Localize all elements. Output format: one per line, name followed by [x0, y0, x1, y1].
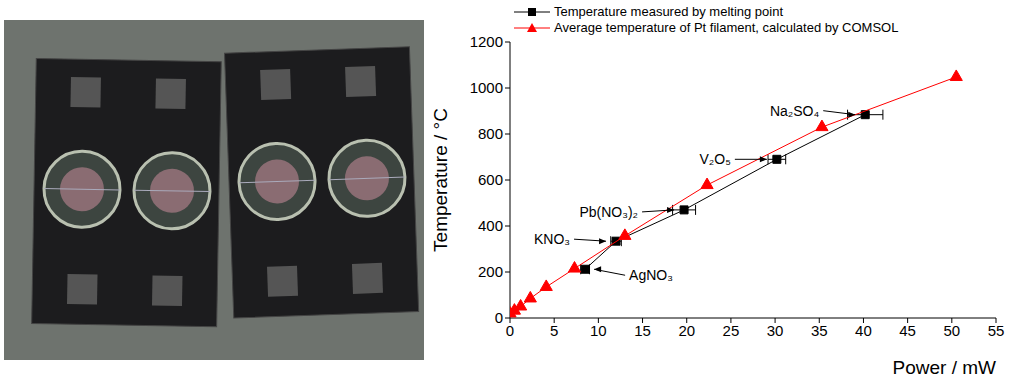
svg-text:AgNO₃: AgNO₃	[629, 267, 673, 283]
svg-text:45: 45	[899, 322, 916, 339]
svg-text:35: 35	[811, 322, 828, 339]
svg-text:15: 15	[634, 322, 651, 339]
svg-text:5: 5	[550, 322, 558, 339]
svg-text:20: 20	[678, 322, 695, 339]
svg-text:1000: 1000	[470, 79, 503, 96]
svg-text:0: 0	[495, 309, 503, 326]
svg-text:0: 0	[506, 322, 514, 339]
svg-text:Pb(NO₃)₂: Pb(NO₃)₂	[579, 204, 638, 220]
svg-text:Power / mW: Power / mW	[893, 357, 997, 378]
html-text:Temperature measured by meltin: Temperature measured by melting point	[554, 4, 784, 19]
html-text:Average temperature of Pt fila: Average temperature of Pt filament, calc…	[554, 20, 899, 35]
svg-text:KNO₃: KNO₃	[534, 231, 570, 247]
svg-text:200: 200	[478, 263, 503, 280]
svg-text:40: 40	[855, 322, 872, 339]
svg-text:55: 55	[988, 322, 1005, 339]
svg-text:400: 400	[478, 217, 503, 234]
svg-text:V₂O₅: V₂O₅	[700, 151, 731, 167]
svg-text:Temperature / °C: Temperature / °C	[430, 108, 451, 252]
svg-text:800: 800	[478, 125, 503, 142]
svg-text:Na₂SO₄: Na₂SO₄	[770, 103, 820, 119]
svg-text:10: 10	[590, 322, 607, 339]
svg-text:1200: 1200	[470, 33, 503, 50]
svg-text:25: 25	[723, 322, 740, 339]
svg-text:30: 30	[767, 322, 784, 339]
svg-text:600: 600	[478, 171, 503, 188]
svg-text:50: 50	[943, 322, 960, 339]
